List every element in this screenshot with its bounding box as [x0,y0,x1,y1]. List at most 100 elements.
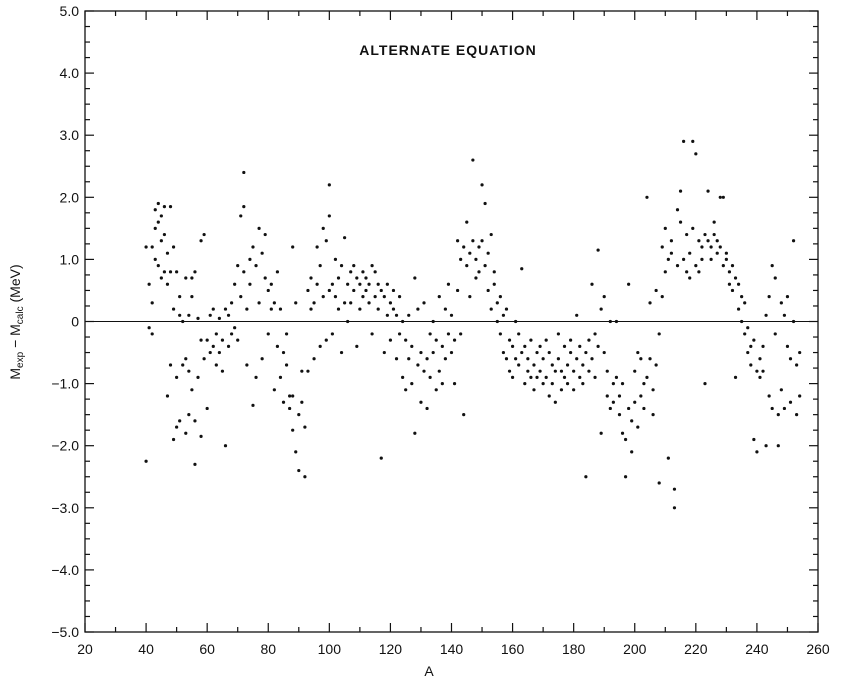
data-point [199,239,203,243]
data-point [678,189,683,193]
data-point [761,344,765,348]
data-point [654,363,658,367]
data-point [178,419,182,423]
data-point [336,276,341,280]
data-point [284,332,289,336]
data-point [642,406,646,411]
data-point [324,239,328,243]
data-point [575,357,579,361]
data-point [330,282,334,286]
x-tick-label: 240 [745,641,769,657]
data-point [187,369,191,373]
data-point [572,388,576,392]
data-point [556,357,560,361]
data-point [260,251,264,255]
data-point [593,375,597,379]
data-point [697,270,701,274]
data-point [733,276,738,280]
data-point [623,437,628,442]
data-point [242,170,246,175]
data-point [785,344,790,348]
data-point [318,264,322,268]
data-point [672,487,677,491]
data-point [752,338,756,342]
data-point [196,375,200,379]
data-point [220,338,225,342]
data-point [205,406,209,411]
y-tick-label: −5.0 [51,624,79,640]
data-point [736,282,741,286]
y-tick-label: −2.0 [51,438,79,454]
data-point [700,257,704,261]
data-point [437,295,441,299]
data-point [230,301,234,305]
y-axis-ticks: −5.0 −4.0 −3.0 −2.0 −1.0 0 1.0 2.0 3.0 4.0 5.0 [51,3,818,640]
data-point [422,369,426,373]
data-point [510,344,515,348]
data-point [346,319,350,324]
data-point [239,214,243,218]
data-point [297,468,301,473]
data-point [529,375,533,379]
data-point [587,369,591,373]
data-point [242,205,246,209]
data-point [327,288,331,293]
x-tick-label: 60 [199,641,215,657]
data-point [236,264,240,268]
data-point [159,276,163,280]
data-point [559,388,564,392]
data-point [651,413,655,417]
data-point [666,257,670,261]
data-point [584,350,588,355]
data-point [495,301,499,305]
data-point [798,350,802,355]
data-point [208,350,212,355]
data-point [605,394,609,398]
data-point [324,338,328,342]
data-point [520,267,524,271]
data-point [223,444,228,448]
data-point [459,332,463,336]
x-tick-label: 100 [318,641,342,657]
data-point [266,288,270,293]
data-point [648,357,652,361]
data-point [425,357,429,361]
data-point [791,239,796,243]
data-point [410,344,414,348]
data-point [452,338,457,342]
data-point [547,350,551,355]
data-point [746,326,750,330]
data-point [617,394,622,398]
data-point [263,232,267,237]
data-point [263,276,267,280]
data-point [321,226,325,230]
data-point [596,344,600,348]
data-point [645,375,649,379]
data-point [367,282,371,286]
data-point [501,313,506,317]
data-point [501,350,506,355]
scatter-points [144,139,802,510]
data-point [724,251,728,255]
data-point [162,270,167,274]
data-point [636,425,640,429]
data-point [446,332,451,336]
data-point [153,226,157,230]
data-point [364,276,368,280]
y-axis-title-sub2: calc [15,306,26,324]
data-point [306,288,310,293]
data-point [611,400,615,404]
data-point [798,394,802,398]
data-point [352,264,356,268]
y-tick-label: −3.0 [51,500,79,516]
data-point [755,450,759,454]
data-point [211,344,215,348]
data-point [401,375,405,379]
data-point [251,403,255,407]
data-point [327,214,331,218]
data-point [733,375,738,379]
data-point [434,338,438,342]
data-point [165,394,170,398]
data-point [547,394,551,398]
data-point [156,264,160,268]
